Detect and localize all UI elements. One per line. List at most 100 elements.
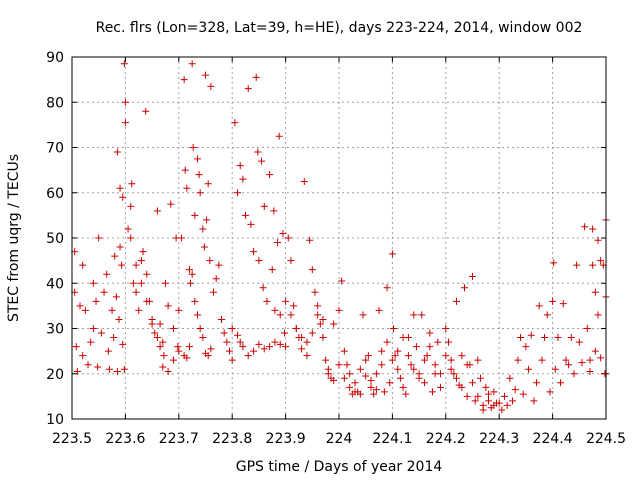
- data-point: [549, 297, 557, 305]
- data-point: [210, 288, 218, 296]
- data-point: [177, 234, 185, 242]
- data-point: [279, 229, 287, 237]
- data-point: [362, 372, 370, 380]
- x-axis-label: GPS time / Days of year 2014: [236, 459, 443, 475]
- y-axis-label: STEC from uqrg / TECUs: [6, 154, 22, 322]
- data-point: [380, 388, 388, 396]
- data-point: [164, 302, 172, 310]
- data-point: [95, 234, 103, 242]
- data-point: [485, 390, 493, 398]
- data-point: [199, 334, 207, 342]
- data-point: [420, 379, 428, 387]
- data-point: [175, 306, 183, 314]
- data-point: [541, 334, 549, 342]
- data-point: [426, 329, 434, 337]
- data-point: [121, 98, 129, 106]
- data-point: [244, 85, 252, 93]
- data-point: [195, 171, 203, 179]
- data-point: [196, 325, 204, 332]
- x-tick-label: 223.8: [212, 431, 252, 447]
- data-point: [161, 279, 169, 287]
- data-point: [391, 352, 399, 360]
- data-point: [100, 288, 108, 296]
- data-point: [260, 202, 268, 210]
- data-point: [271, 338, 279, 346]
- data-point: [254, 148, 262, 156]
- data-points: [71, 60, 610, 414]
- data-point: [266, 343, 274, 351]
- data-point: [426, 343, 434, 351]
- data-point: [271, 306, 279, 314]
- data-point: [276, 311, 284, 319]
- data-point: [554, 334, 562, 342]
- data-point: [469, 272, 476, 280]
- data-point: [207, 345, 215, 353]
- data-point: [399, 383, 407, 391]
- data-point: [218, 315, 226, 323]
- data-point: [119, 193, 127, 201]
- data-point: [586, 356, 594, 364]
- data-point: [346, 383, 354, 391]
- data-point: [565, 361, 573, 369]
- data-point: [89, 279, 97, 287]
- y-axis-ticks: 10 20 30 40 50 60 70 80 90: [46, 50, 606, 428]
- data-point: [386, 379, 394, 387]
- data-point: [164, 367, 172, 375]
- data-point: [511, 386, 519, 394]
- data-point: [151, 329, 159, 337]
- data-point: [239, 175, 247, 183]
- data-point: [204, 352, 212, 360]
- data-point: [268, 266, 276, 274]
- data-point: [73, 367, 81, 375]
- data-point: [220, 329, 228, 337]
- data-point: [583, 325, 591, 332]
- data-point: [111, 252, 119, 260]
- data-point: [196, 189, 204, 197]
- data-point: [191, 211, 199, 219]
- data-point: [442, 352, 450, 360]
- data-point: [394, 365, 402, 373]
- data-point: [474, 356, 482, 364]
- data-point: [148, 320, 156, 328]
- data-point: [597, 354, 605, 362]
- data-point: [460, 284, 468, 292]
- data-point: [597, 257, 605, 265]
- data-point: [200, 243, 208, 251]
- x-tick-label: 224: [326, 431, 353, 447]
- y-tick-label: 50: [46, 231, 64, 247]
- y-tick-label: 60: [46, 186, 64, 202]
- data-point: [436, 383, 444, 391]
- data-point: [388, 250, 396, 258]
- data-point: [120, 60, 128, 68]
- data-point: [335, 361, 343, 369]
- data-point: [287, 311, 295, 319]
- data-point: [578, 358, 586, 366]
- x-tick-label: 223.5: [52, 431, 92, 447]
- data-point: [388, 356, 396, 364]
- data-point: [89, 325, 97, 332]
- data-point: [113, 367, 121, 375]
- data-point: [356, 390, 364, 398]
- y-tick-label: 70: [46, 141, 64, 157]
- data-point: [223, 338, 231, 346]
- data-point: [160, 352, 168, 360]
- data-point: [228, 325, 236, 332]
- data-point: [375, 306, 383, 314]
- data-point: [567, 334, 575, 342]
- data-point: [103, 270, 111, 278]
- data-point: [463, 361, 471, 369]
- data-point: [234, 189, 242, 197]
- data-point: [108, 306, 116, 314]
- data-point: [188, 270, 196, 278]
- data-point: [338, 277, 346, 285]
- data-point: [276, 340, 284, 348]
- data-point: [242, 211, 250, 219]
- x-tick-label: 224.5: [586, 431, 626, 447]
- data-point: [372, 370, 380, 378]
- data-point: [340, 374, 348, 382]
- data-point: [203, 216, 211, 224]
- data-point: [311, 288, 319, 296]
- data-point: [306, 236, 314, 244]
- data-point: [270, 207, 278, 215]
- data-point: [434, 338, 442, 346]
